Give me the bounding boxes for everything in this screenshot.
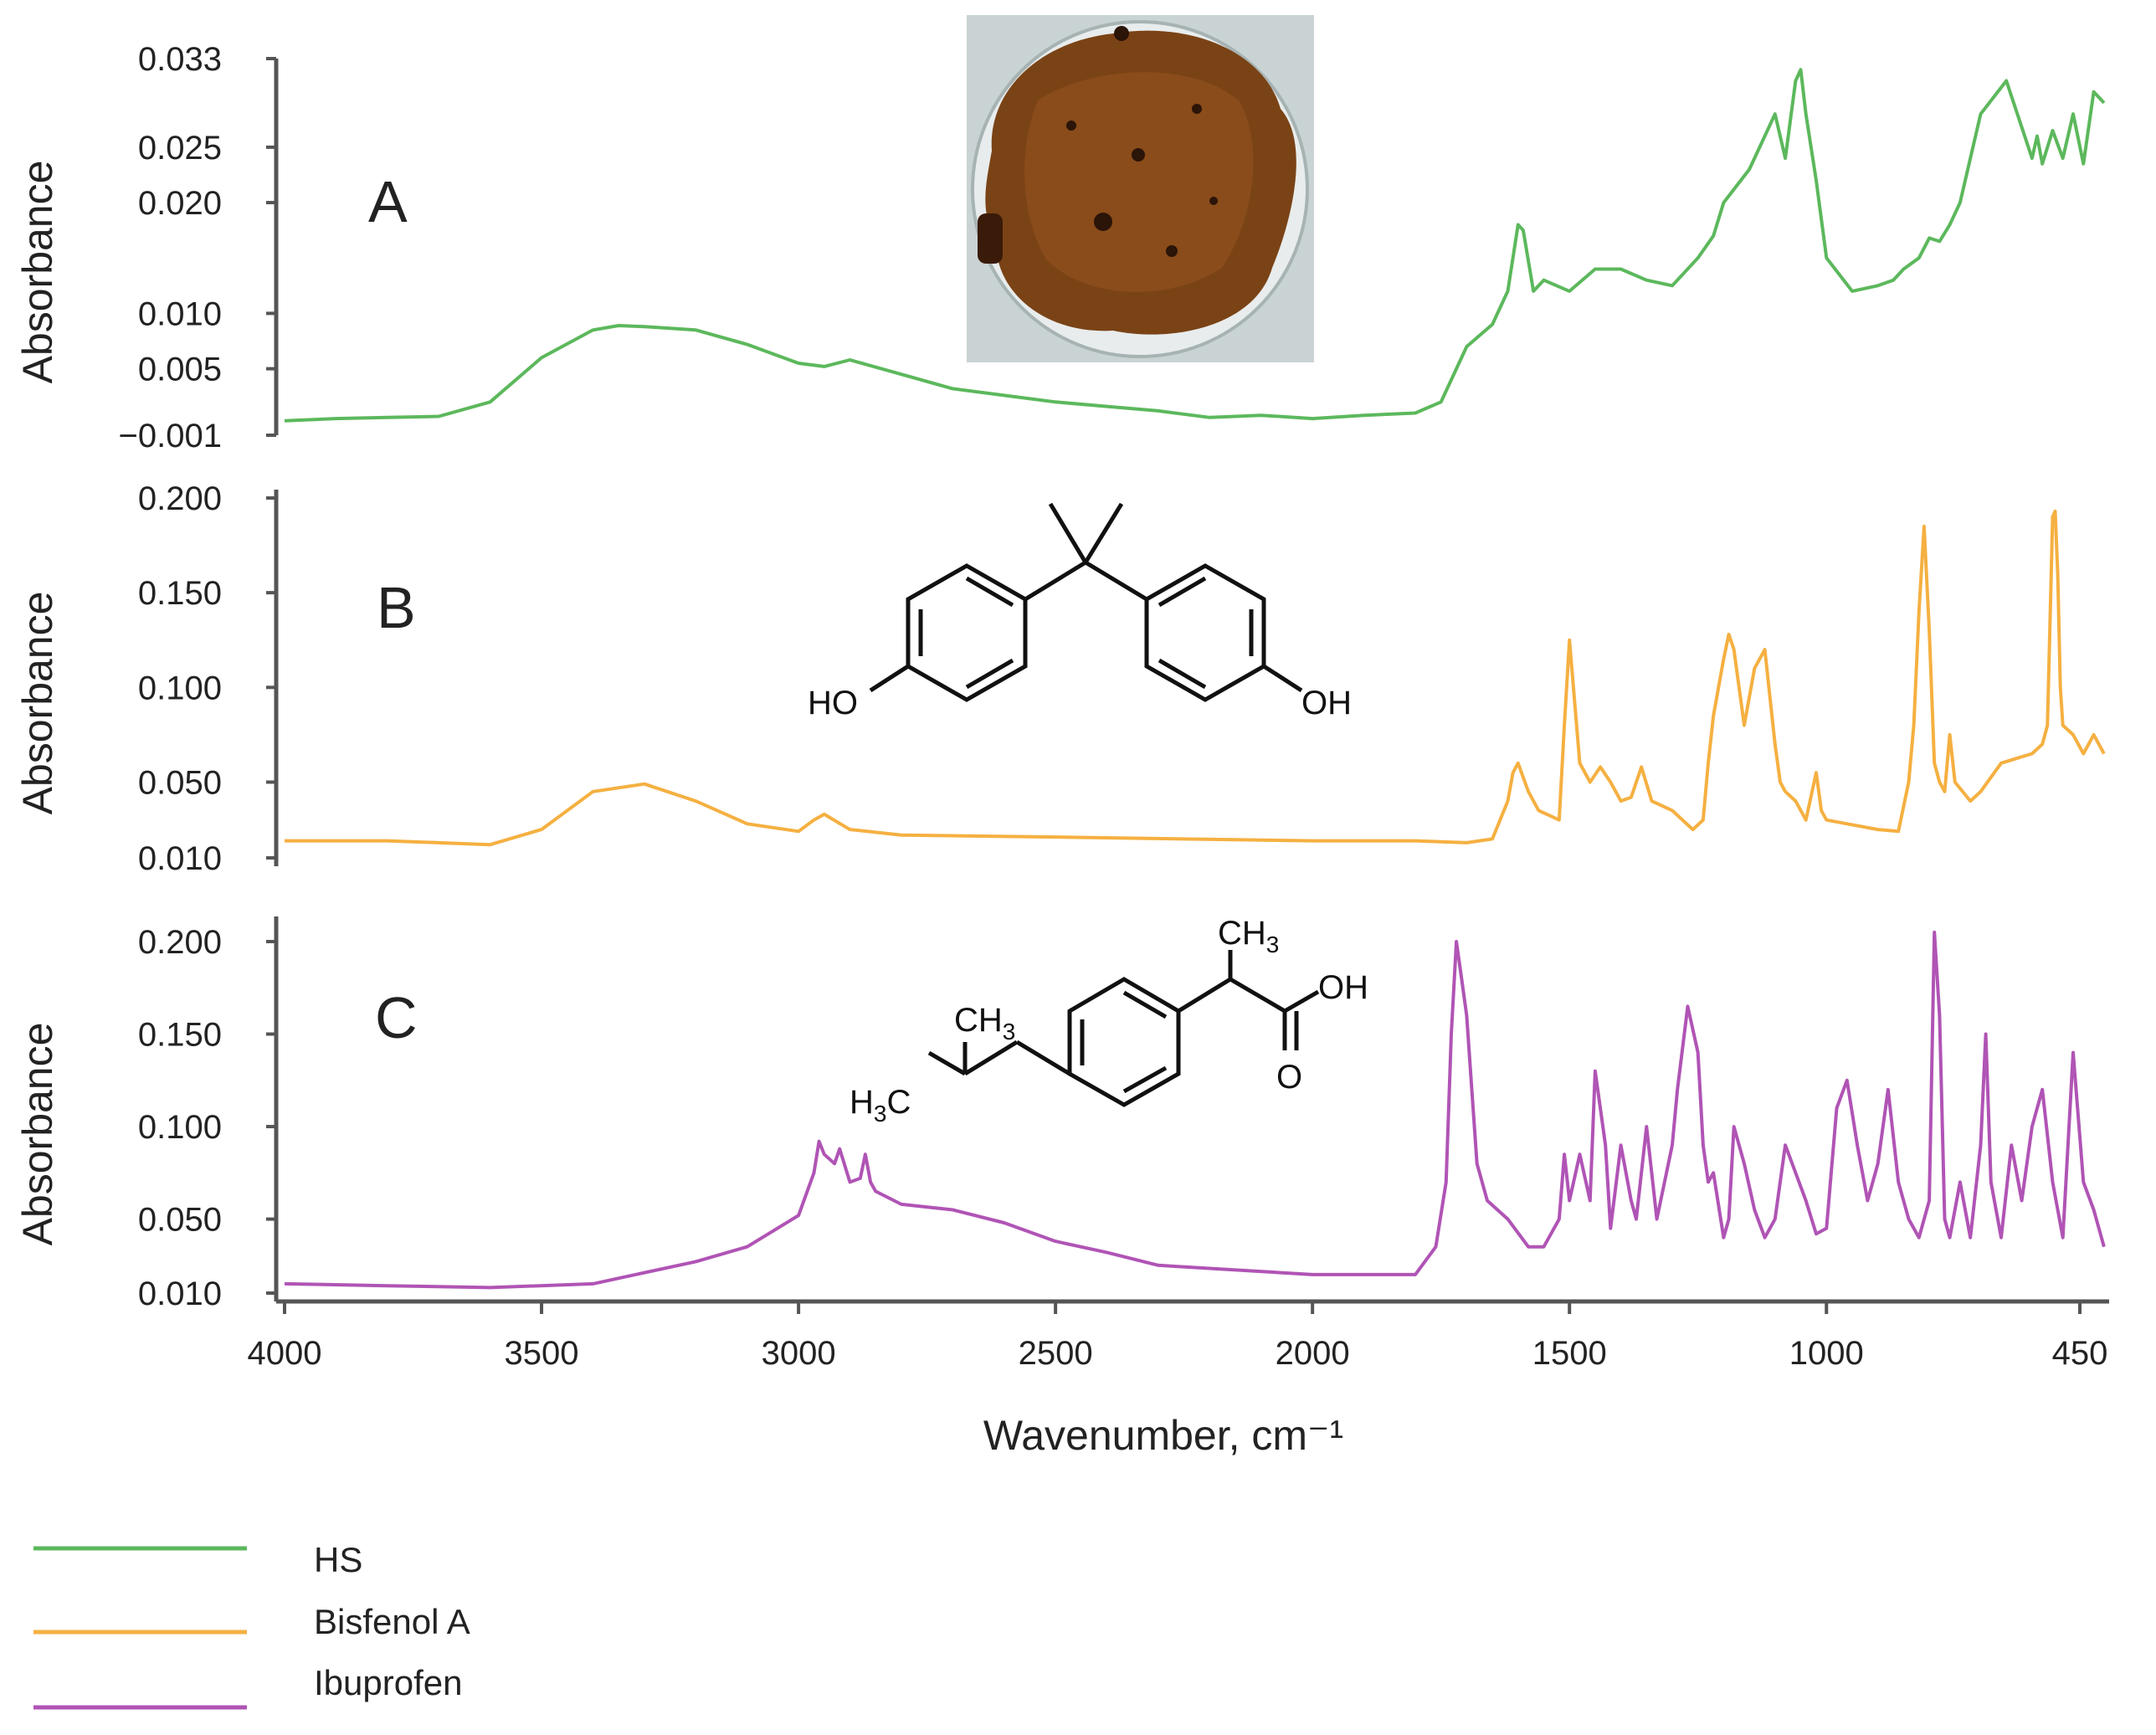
y-tick-label: −0.001 xyxy=(119,418,222,454)
x-axis: 4000 3500 3000 2500 2000 1500 1000 450 Wavenumb… xyxy=(248,1299,2109,1459)
x-axis-ticks: 4000 3500 3000 2500 2000 1500 1000 450 xyxy=(248,1301,2108,1372)
y-tick-label: 0.100 xyxy=(138,670,222,706)
panel-c-letter: C xyxy=(375,985,418,1050)
hs-spectrum-line xyxy=(284,68,2106,423)
y-tick-label: 0.010 xyxy=(138,840,222,877)
y-tick-label: 0.050 xyxy=(138,764,222,801)
x-tick-label: 1500 xyxy=(1532,1335,1607,1372)
panel-b-y-ticks: 0.200 0.150 0.100 0.050 0.010 xyxy=(138,480,276,877)
ibuprofen-oh: OH xyxy=(1318,969,1368,1006)
bisphenol-a-structure xyxy=(869,502,1303,702)
y-tick-label: 0.025 xyxy=(138,130,222,167)
y-tick-label: 0.050 xyxy=(138,1202,222,1239)
ibuprofen-ch3-branch: CH3 xyxy=(954,1002,1015,1045)
y-tick-label: 0.200 xyxy=(138,924,222,961)
y-tick-label: 0.010 xyxy=(138,295,222,332)
ibuprofen-spectrum-line xyxy=(284,930,2106,1290)
legend-label-hs: HS xyxy=(314,1540,362,1579)
panel-a-letter: A xyxy=(368,169,408,234)
legend-label-ibuprofen: Ibuprofen xyxy=(314,1663,462,1702)
y-tick-label: 0.020 xyxy=(138,185,222,222)
ibuprofen-h3c: H3C xyxy=(850,1084,911,1127)
panel-c-ylabel: Absorbance xyxy=(14,1023,61,1246)
x-tick-label: 3500 xyxy=(505,1335,579,1372)
bpa-ho-label: HO xyxy=(808,685,858,721)
x-tick-label: 2500 xyxy=(1019,1335,1093,1372)
y-tick-label: 0.150 xyxy=(138,1017,222,1054)
panel-b-letter: B xyxy=(377,575,416,640)
panel-b-ylabel: Absorbance xyxy=(14,592,61,815)
y-tick-label: 0.100 xyxy=(138,1109,222,1146)
x-tick-label: 450 xyxy=(2052,1335,2108,1372)
y-tick-label: 0.010 xyxy=(138,1276,222,1312)
bisfenol-a-spectrum-line xyxy=(285,509,2106,847)
ibuprofen-structure xyxy=(927,950,1320,1107)
y-tick-label: 0.200 xyxy=(138,480,222,517)
y-tick-label: 0.005 xyxy=(138,352,222,388)
x-axis-title: Wavenumber, cm⁻¹ xyxy=(983,1412,1343,1459)
y-tick-label: 0.150 xyxy=(138,575,222,612)
panel-b: Absorbance B 0.200 0.150 0.100 0.050 0.010 H… xyxy=(14,480,2106,877)
panel-c: Absorbance C 0.200 0.150 0.100 0.050 0.010 C… xyxy=(14,915,2106,1312)
panel-c-y-ticks: 0.200 0.150 0.100 0.050 0.010 xyxy=(138,924,276,1312)
x-tick-label: 4000 xyxy=(248,1335,322,1372)
panel-a-ylabel: Absorbance xyxy=(14,161,61,384)
x-tick-label: 2000 xyxy=(1276,1335,1350,1372)
legend-label-bisfenol-a: Bisfenol A xyxy=(314,1602,470,1641)
panel-a: Absorbance A 0.033 0.025 0.020 0.010 0.005 −0… xyxy=(14,15,2106,454)
y-tick-label: 0.033 xyxy=(138,41,222,78)
x-tick-label: 1000 xyxy=(1789,1335,1864,1372)
bpa-oh-label: OH xyxy=(1301,685,1352,721)
ibuprofen-carbonyl-o: O xyxy=(1276,1059,1302,1096)
x-tick-label: 3000 xyxy=(762,1335,836,1372)
legend: HS Bisfenol A Ibuprofen xyxy=(33,1540,470,1710)
hs-sample-photo xyxy=(967,15,1314,362)
panel-a-y-ticks: 0.033 0.025 0.020 0.010 0.005 −0.001 xyxy=(119,41,276,454)
ibuprofen-ch3-top: CH3 xyxy=(1218,915,1279,957)
